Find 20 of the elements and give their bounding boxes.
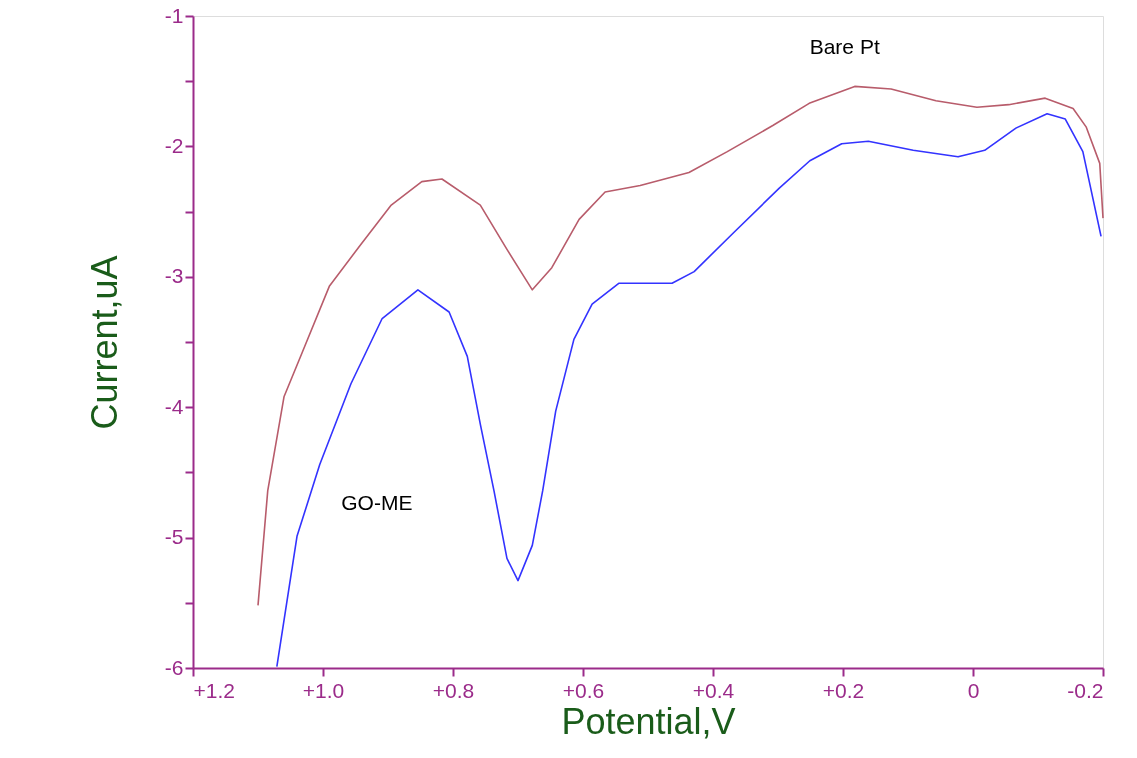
- y-tick-label: -2: [164, 133, 184, 157]
- x-tick-label: +0.6: [562, 678, 605, 702]
- x-tick-label: 0: [967, 678, 980, 702]
- x-axis-title: Potential,V: [561, 700, 736, 742]
- y-tick-label: -6: [164, 655, 184, 679]
- y-tick-label: -3: [164, 264, 184, 288]
- x-tick-label: +0.2: [822, 678, 865, 702]
- y-tick-label: -4: [164, 394, 184, 418]
- y-tick-label: -1: [164, 3, 184, 27]
- x-tick-label: -0.2: [1067, 678, 1104, 702]
- x-tick-label: +0.8: [432, 678, 475, 702]
- series-label: Bare Pt: [809, 35, 880, 59]
- x-tick-label: +1.0: [302, 678, 345, 702]
- x-tick-label: +0.4: [692, 678, 735, 702]
- series-label: GO-ME: [341, 490, 413, 514]
- y-axis-title: Current,uA: [83, 255, 125, 430]
- line-series: [276, 113, 1102, 668]
- y-tick-label: -5: [164, 525, 184, 549]
- x-tick-label: +1.2: [193, 678, 235, 702]
- line-series: [257, 85, 1104, 607]
